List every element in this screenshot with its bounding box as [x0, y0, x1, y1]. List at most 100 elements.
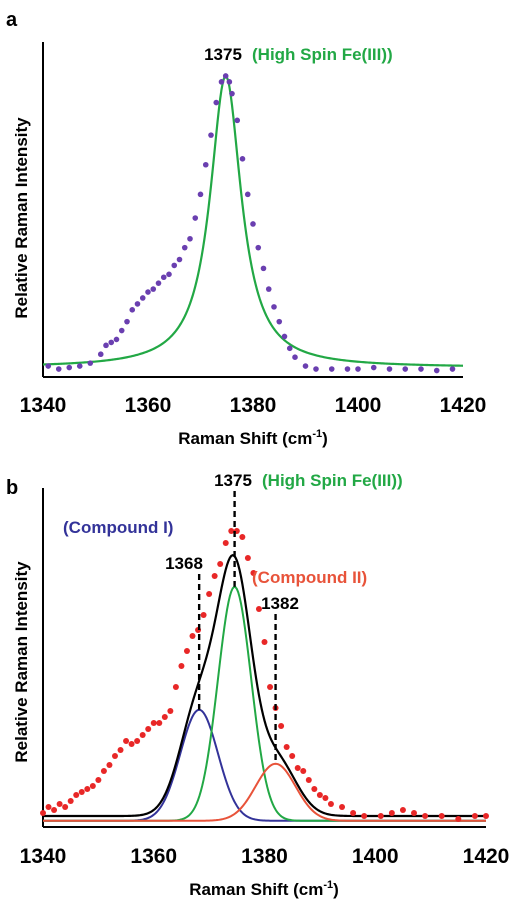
- data-point: [172, 684, 179, 690]
- data-point: [51, 807, 58, 813]
- x-tick-label: 1420: [463, 845, 510, 868]
- data-point: [244, 191, 251, 198]
- data-point: [66, 364, 73, 371]
- data-point: [197, 191, 204, 198]
- x-tick-label: 1400: [352, 845, 399, 868]
- data-point: [206, 591, 213, 597]
- data-point: [171, 262, 178, 269]
- x-tick-label: 1340: [20, 845, 67, 868]
- data-point: [118, 327, 125, 334]
- data-point: [386, 366, 393, 372]
- data-point: [76, 363, 83, 369]
- data-point: [361, 813, 368, 819]
- data-point: [302, 363, 309, 369]
- data-point: [255, 244, 262, 251]
- data-point: [192, 215, 199, 221]
- data-point: [211, 573, 218, 579]
- data-point: [128, 741, 135, 747]
- high-spin-fit-line: [42, 74, 464, 367]
- data-point: [316, 792, 323, 798]
- panel-a-x-ticks: 1340 1360 1380 1400 1420: [20, 394, 487, 417]
- data-point: [166, 271, 172, 278]
- sum-fit-curve: [43, 553, 486, 818]
- x-tick-label: 1380: [230, 394, 277, 417]
- data-point: [113, 336, 120, 343]
- panel-a-peak-name: (High Spin Fe(III)): [252, 45, 393, 64]
- high-spin-curve: [43, 585, 486, 822]
- panel-a-data-points: [45, 73, 456, 374]
- panel-a-fit-curve: [42, 74, 464, 367]
- data-point: [218, 79, 225, 85]
- panel-b-x-axis-title: Raman Shift (cm-1): [189, 879, 339, 899]
- data-point: [87, 360, 94, 366]
- panel-a-x-axis-title: Raman Shift (cm-1): [178, 428, 328, 448]
- data-point: [327, 801, 334, 807]
- panel-b-x-ticks: 1340 1360 1380 1400 1420: [20, 845, 510, 868]
- data-point: [200, 612, 207, 618]
- data-point: [222, 73, 229, 79]
- x-tick-label: 1420: [440, 394, 487, 417]
- panel-b-compound-ii-label: (Compound II): [252, 568, 367, 587]
- panel-b-label: b: [6, 477, 18, 499]
- data-point: [411, 810, 418, 816]
- data-point: [229, 90, 235, 97]
- data-point: [271, 304, 277, 310]
- data-point: [278, 723, 285, 729]
- x-tick-label: 1340: [20, 394, 67, 417]
- x-tick-label: 1360: [125, 394, 172, 417]
- data-point: [344, 366, 351, 372]
- data-point: [350, 810, 357, 816]
- x-tick-label: 1360: [130, 845, 177, 868]
- data-point: [370, 364, 377, 371]
- data-point: [418, 366, 424, 372]
- data-point: [226, 79, 233, 85]
- data-point: [283, 744, 290, 750]
- data-point: [433, 367, 440, 374]
- data-point: [67, 798, 74, 804]
- data-point: [228, 528, 235, 534]
- data-point: [139, 732, 146, 738]
- data-point: [161, 714, 168, 720]
- panel-b-fit-curves: [43, 553, 486, 822]
- data-point: [239, 534, 246, 540]
- data-point: [150, 720, 157, 726]
- data-point: [276, 318, 283, 325]
- x-tick-label: 1400: [335, 394, 382, 417]
- data-point: [222, 540, 229, 546]
- data-point: [250, 570, 257, 576]
- panel-a: a Relative Raman Intensity 1340 1360 1380 1…: [6, 9, 486, 448]
- panel-b-peak-markers: [197, 491, 277, 764]
- compound-ii-curve: [43, 762, 486, 822]
- data-point: [117, 747, 124, 753]
- data-point: [84, 786, 91, 792]
- data-point: [106, 762, 113, 768]
- data-point: [124, 318, 130, 325]
- data-point: [56, 801, 63, 807]
- data-point: [187, 235, 193, 242]
- panel-b-peak-name-high-spin: (High Spin Fe(III)): [262, 471, 403, 490]
- data-point: [213, 99, 220, 106]
- data-point: [300, 768, 307, 774]
- data-point: [40, 810, 46, 816]
- data-point: [328, 366, 335, 372]
- data-point: [97, 351, 104, 358]
- panel-b-peak-label-1375: 1375: [214, 471, 252, 490]
- data-point: [239, 156, 246, 162]
- data-point: [78, 789, 85, 795]
- data-point: [55, 366, 62, 372]
- panel-a-label: a: [6, 9, 18, 31]
- data-point: [483, 813, 489, 819]
- data-point: [255, 606, 262, 612]
- data-point: [250, 221, 256, 227]
- panel-b-peak-label-1368: 1368: [165, 554, 203, 573]
- panel-b-data-points: [40, 528, 489, 822]
- data-point: [289, 753, 296, 759]
- x-tick-label: 1380: [241, 845, 288, 868]
- data-point: [145, 726, 152, 732]
- data-point: [160, 274, 167, 281]
- data-point: [267, 684, 274, 690]
- data-point: [294, 765, 301, 771]
- data-point: [322, 795, 329, 801]
- data-point: [261, 639, 268, 645]
- data-point: [292, 354, 298, 360]
